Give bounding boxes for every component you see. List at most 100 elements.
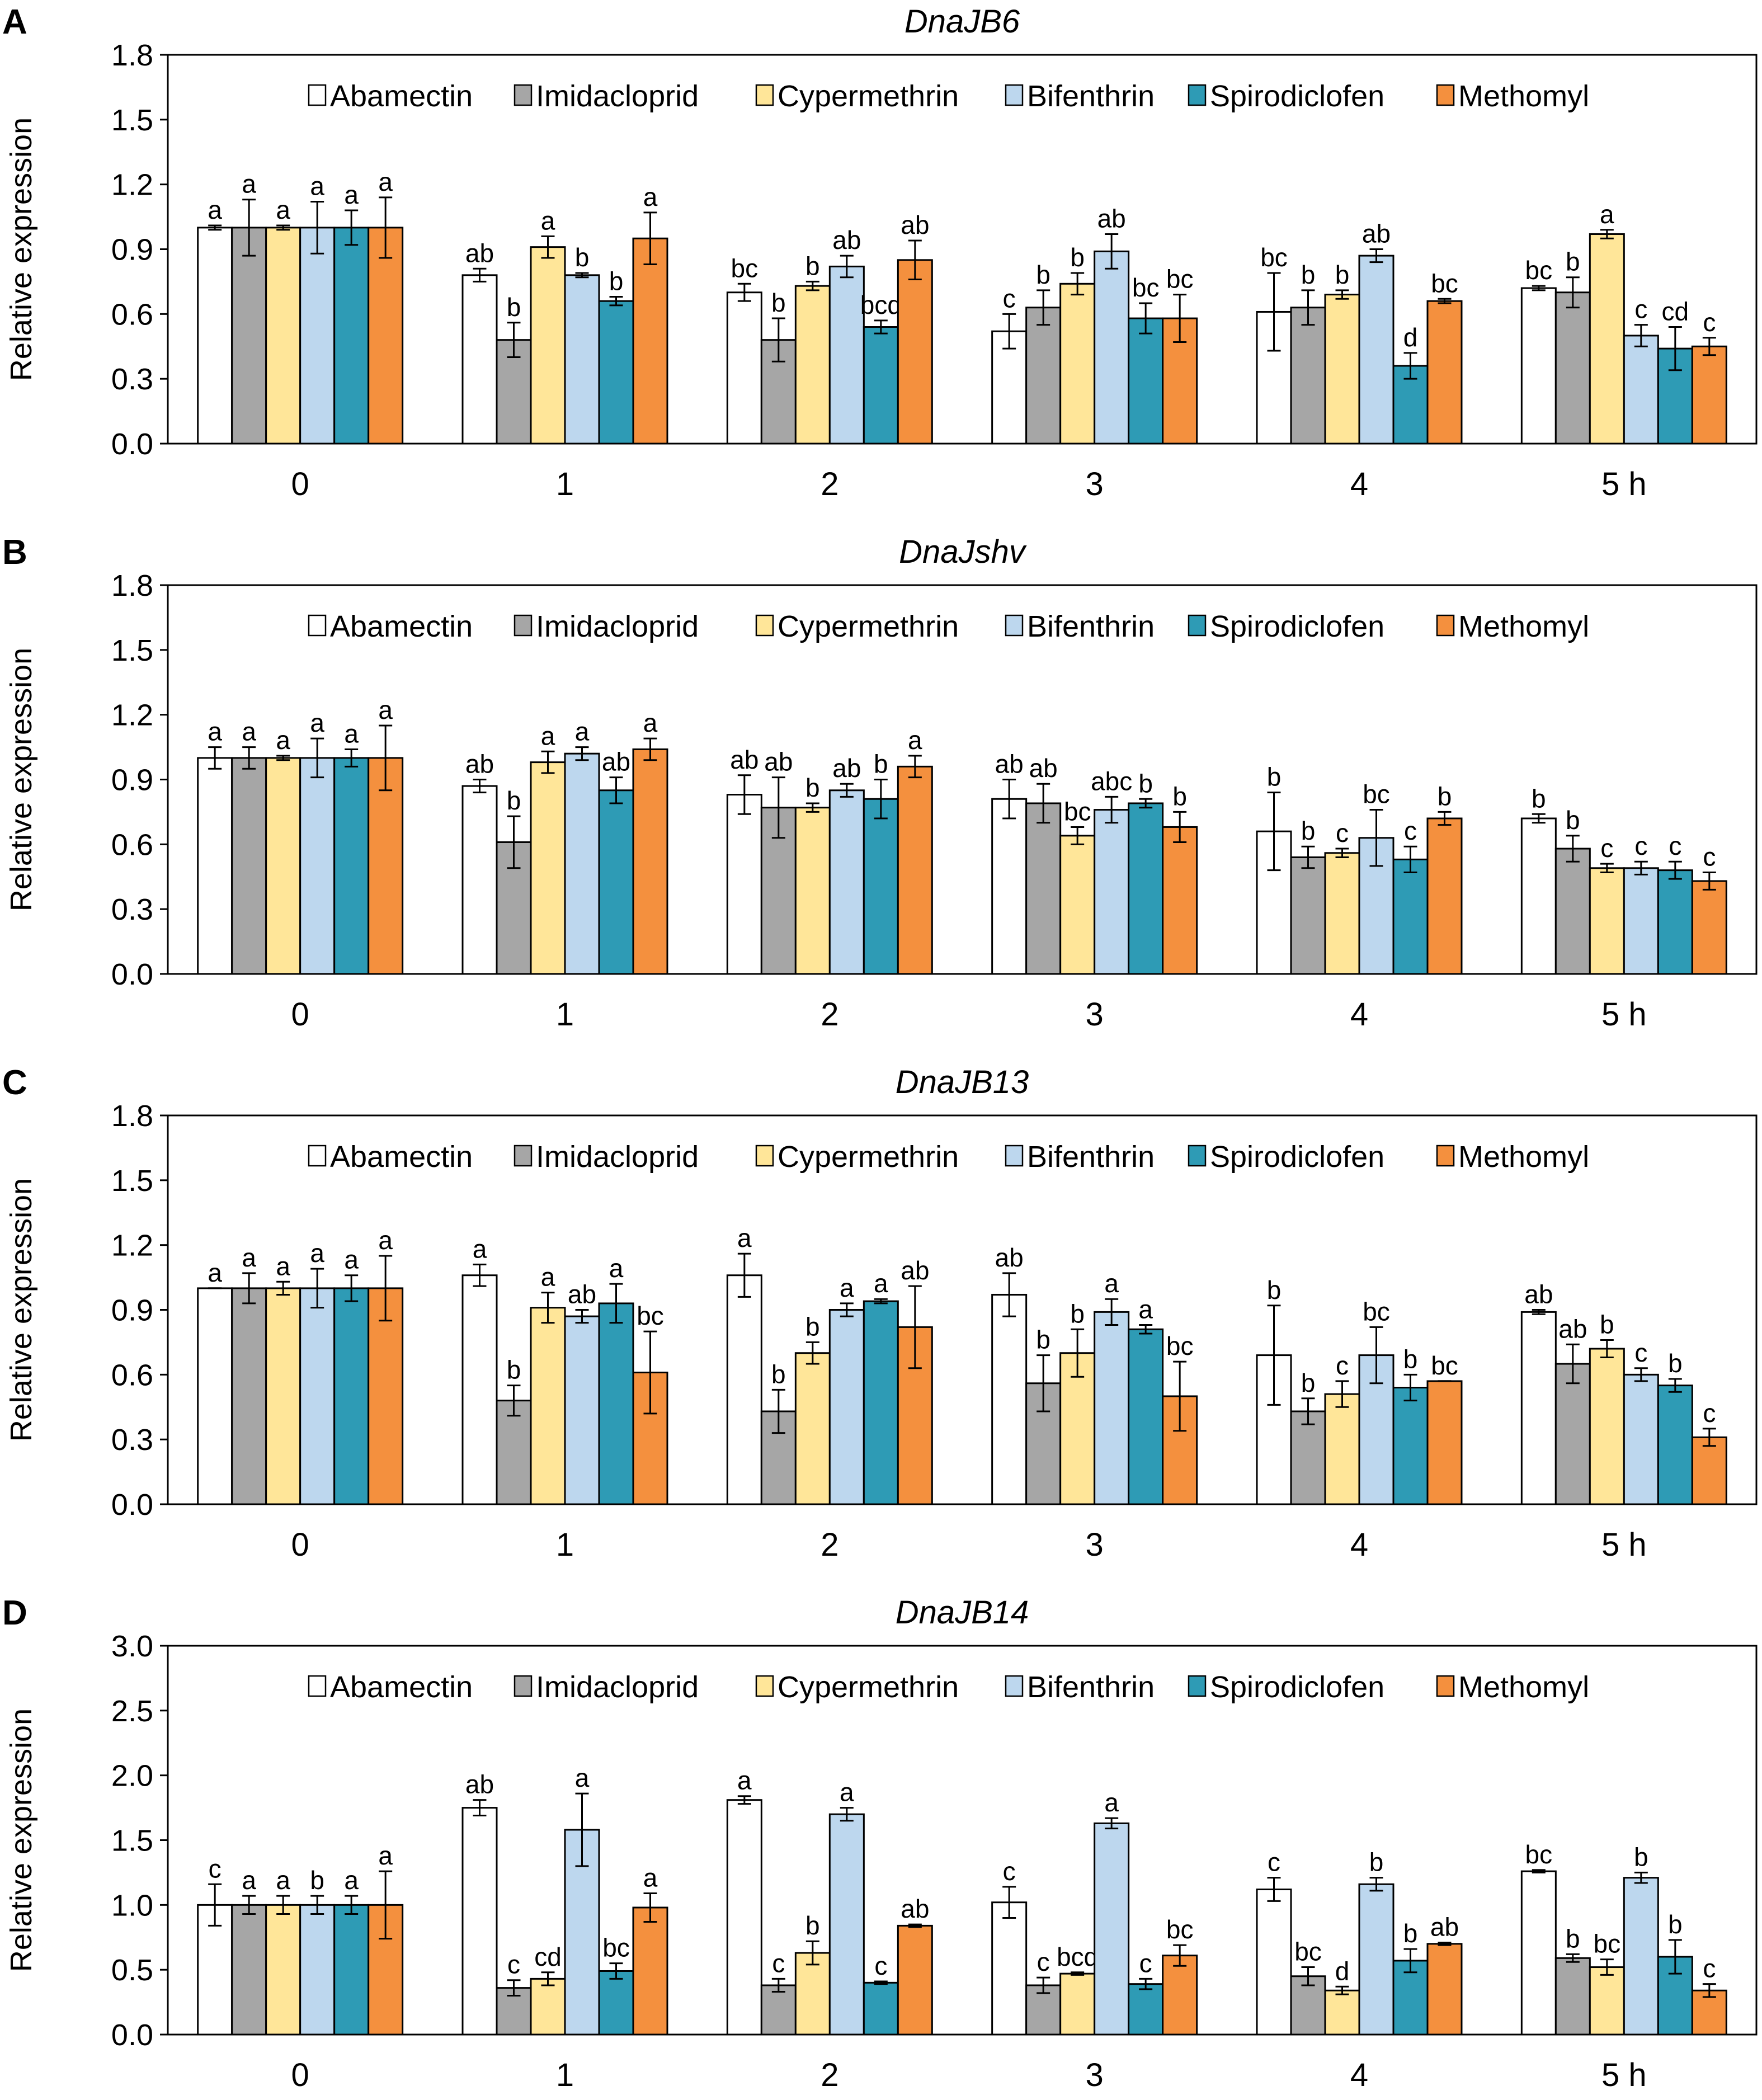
bar bbox=[265, 757, 301, 975]
bar bbox=[1520, 287, 1557, 445]
bar bbox=[794, 1952, 831, 2036]
significance-letter: cd bbox=[534, 1942, 562, 1971]
legend-swatch bbox=[755, 1145, 774, 1167]
legend-entry: Abamectin bbox=[330, 1670, 473, 1704]
legend-entry: Abamectin bbox=[330, 610, 473, 643]
significance-letter: c bbox=[772, 1948, 785, 1977]
bar bbox=[1128, 317, 1164, 445]
bar bbox=[564, 274, 600, 445]
bar bbox=[1392, 1387, 1429, 1505]
bar bbox=[1059, 282, 1096, 445]
bar bbox=[265, 1904, 301, 2036]
chart-panel-d: D DnaJB14 Relative expression 0.0 0.5 1.0 1.5 2… bbox=[2, 1594, 1758, 2093]
y-tick-label: 1.8 bbox=[111, 1099, 153, 1133]
significance-letter: c bbox=[507, 1950, 520, 1979]
bar bbox=[299, 757, 336, 975]
y-tick-label: 0.6 bbox=[111, 828, 153, 861]
legend-entry: Spirodiclofen bbox=[1210, 79, 1384, 113]
y-tick-label: 0.3 bbox=[111, 1423, 153, 1457]
significance-letter: a bbox=[737, 1766, 752, 1795]
legend-entry: Abamectin bbox=[330, 79, 473, 113]
significance-letter: b bbox=[1267, 1275, 1282, 1305]
legend-swatch bbox=[1436, 1145, 1455, 1167]
bar bbox=[828, 1309, 865, 1505]
significance-letter: ab bbox=[995, 1243, 1024, 1272]
significance-letter: a bbox=[541, 721, 555, 750]
bar bbox=[368, 757, 404, 975]
legend-swatch bbox=[308, 84, 327, 106]
legend-swatch bbox=[308, 1675, 327, 1697]
significance-letter: b bbox=[874, 750, 888, 779]
panel-label: A bbox=[2, 3, 27, 41]
bar bbox=[863, 1300, 899, 1505]
bar bbox=[863, 798, 899, 975]
significance-letter: a bbox=[1104, 1269, 1119, 1298]
significance-letter: ab bbox=[1524, 1280, 1553, 1309]
significance-letter: bcd bbox=[1057, 1942, 1098, 1971]
significance-letter: b bbox=[805, 1911, 820, 1940]
significance-letter: bc bbox=[1594, 1929, 1621, 1958]
legend-entry: Abamectin bbox=[330, 1140, 473, 1174]
bar bbox=[1554, 1363, 1591, 1505]
legend-entry: Imidacloprid bbox=[536, 1140, 699, 1174]
bar bbox=[794, 285, 831, 445]
panel-label: D bbox=[2, 1594, 27, 1632]
bar bbox=[991, 1293, 1028, 1505]
significance-letter: c bbox=[1003, 284, 1016, 313]
significance-letter: b bbox=[1138, 769, 1153, 798]
significance-letter: bc bbox=[1363, 780, 1390, 809]
significance-letter: b bbox=[805, 1312, 820, 1341]
legend-entry: Bifenthrin bbox=[1027, 1670, 1155, 1704]
bar bbox=[1256, 1889, 1292, 2036]
significance-letter: b bbox=[1566, 247, 1580, 276]
y-tick-label: 0.0 bbox=[111, 2018, 153, 2052]
x-tick-label: 1 bbox=[556, 996, 574, 1033]
y-tick-label: 2.5 bbox=[111, 1694, 153, 1728]
significance-letter: a bbox=[310, 172, 324, 201]
bar bbox=[1589, 233, 1625, 445]
bar bbox=[1426, 817, 1463, 975]
bar bbox=[231, 757, 267, 975]
bar bbox=[794, 1352, 831, 1505]
significance-letter: a bbox=[310, 708, 324, 737]
significance-letter: a bbox=[840, 1273, 854, 1302]
significance-letter: abc bbox=[1091, 766, 1132, 795]
bar bbox=[1094, 809, 1130, 975]
panel-label: C bbox=[2, 1063, 27, 1102]
legend-swatch bbox=[1005, 614, 1024, 637]
bar bbox=[564, 1315, 600, 1505]
significance-letter: ab bbox=[901, 1256, 929, 1285]
significance-letter: ab bbox=[995, 750, 1024, 779]
significance-letter: bc bbox=[602, 1933, 630, 1962]
bar bbox=[1358, 1883, 1394, 2036]
significance-letter: c bbox=[1037, 1947, 1050, 1976]
x-tick-label: 4 bbox=[1350, 1527, 1368, 1563]
legend-swatch bbox=[1188, 1145, 1207, 1167]
bar bbox=[496, 1400, 532, 1505]
significance-letter: a bbox=[1104, 1788, 1119, 1817]
bar bbox=[897, 259, 933, 445]
y-tick-label: 2.0 bbox=[111, 1759, 153, 1793]
bar bbox=[1623, 335, 1659, 445]
y-tick-label: 0.5 bbox=[111, 1953, 153, 1987]
legend-entry: Cypermethrin bbox=[778, 610, 959, 643]
x-tick-label: 5 h bbox=[1601, 1527, 1647, 1563]
y-tick-label: 1.2 bbox=[111, 168, 153, 202]
significance-letter: a bbox=[378, 1841, 393, 1870]
chart-panel-c: C DnaJB13 Relative expression 0.0 0.3 0.6 0.9 1… bbox=[2, 1063, 1758, 1563]
significance-letter: ab bbox=[1430, 1913, 1459, 1942]
bar bbox=[828, 789, 865, 975]
legend-swatch bbox=[1436, 614, 1455, 637]
bar bbox=[1691, 880, 1727, 975]
significance-letter: ab bbox=[764, 747, 793, 776]
x-tick-label: 4 bbox=[1350, 466, 1368, 502]
bar bbox=[1059, 1972, 1096, 2036]
y-tick-label: 1.5 bbox=[111, 1824, 153, 1858]
bar bbox=[726, 794, 762, 975]
x-tick-label: 0 bbox=[291, 466, 309, 502]
significance-letter: b bbox=[1172, 781, 1187, 811]
y-tick-label: 0.0 bbox=[111, 427, 153, 461]
x-tick-label: 5 h bbox=[1601, 996, 1647, 1033]
significance-letter: bc bbox=[1166, 1915, 1194, 1944]
